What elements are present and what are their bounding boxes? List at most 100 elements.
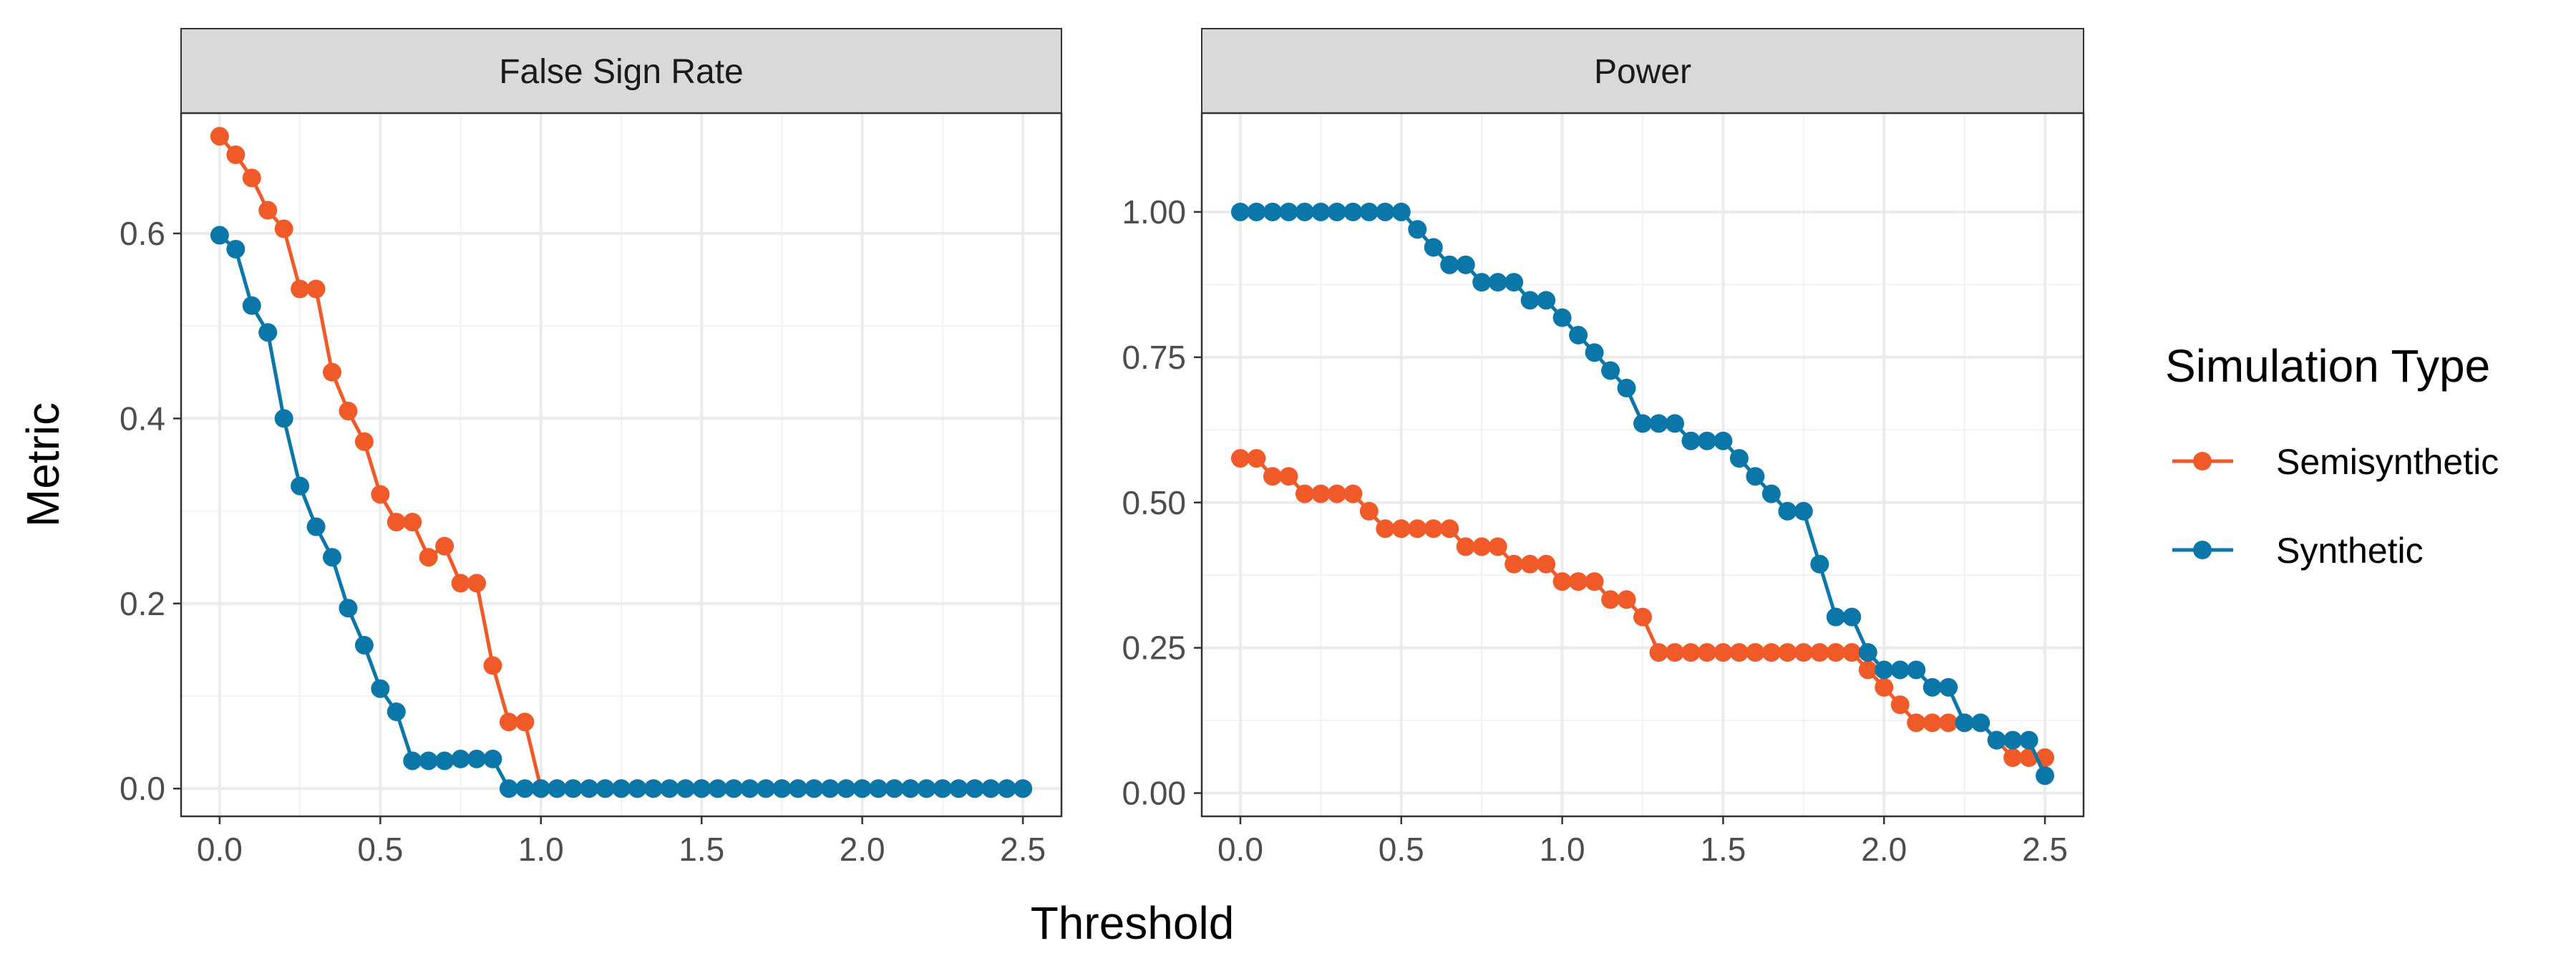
data-point-synthetic [339,599,358,618]
data-point-synthetic [1617,378,1636,397]
data-point-semisynthetic [339,402,358,421]
data-point-synthetic [354,635,374,655]
x-tick-label: 0.5 [357,831,403,868]
data-point-synthetic [1601,361,1620,380]
data-point-synthetic [1971,713,1991,733]
data-point-semisynthetic [210,127,229,146]
data-point-synthetic [1247,202,1266,221]
legend-label: Synthetic [2276,531,2424,571]
data-point-synthetic [676,779,695,798]
data-point-synthetic [933,779,952,798]
data-point-synthetic [1505,273,1524,292]
data-point-synthetic [1697,431,1716,450]
data-point-synthetic [1665,414,1684,433]
data-point-semisynthetic [1456,537,1475,556]
data-point-synthetic [740,779,759,798]
data-point-synthetic [1569,326,1588,345]
x-tick-label: 2.5 [2022,831,2068,868]
data-point-synthetic [1359,202,1379,221]
data-point-synthetic [997,779,1016,798]
data-point-synthetic [242,296,261,315]
data-point-synthetic [612,779,631,798]
legend: Simulation Type Semisynthetic Synthetic [2165,340,2499,571]
data-point-synthetic [708,779,727,798]
x-axis: 0.0 0.5 1.0 1.5 2.0 2.5 [1217,816,2068,868]
data-point-semisynthetic [1601,590,1620,609]
data-point-synthetic [1729,449,1749,468]
data-point-semisynthetic [258,201,278,220]
data-point-synthetic [1343,202,1363,221]
data-point-synthetic [1472,273,1492,292]
data-point-synthetic [1488,273,1507,292]
legend-label: Semisynthetic [2276,442,2499,482]
data-point-synthetic [1923,677,1942,697]
data-point-synthetic [210,226,229,245]
data-point-synthetic [419,751,438,771]
strip-label: False Sign Rate [499,53,744,91]
data-point-semisynthetic [1424,519,1443,538]
data-point-synthetic [451,749,470,768]
data-point-synthetic [1520,291,1540,310]
data-point-semisynthetic [1247,449,1266,468]
data-point-synthetic [692,779,711,798]
data-point-synthetic [596,779,615,798]
x-tick-label: 0.5 [1379,831,1424,868]
data-point-semisynthetic [1569,572,1588,591]
strip-header [1201,28,2084,114]
data-point-synthetic [435,751,455,771]
data-point-synthetic [1327,202,1346,221]
x-tick-label: 1.0 [1540,831,1585,868]
data-point-synthetic [306,517,326,536]
data-point-semisynthetic [1343,484,1363,503]
legend-key-point [2193,452,2212,470]
x-tick-label: 2.5 [1000,831,1046,868]
data-point-semisynthetic [322,362,341,382]
data-point-synthetic [757,779,776,798]
data-point-semisynthetic [1633,607,1652,627]
data-point-semisynthetic [242,168,261,188]
data-point-synthetic [1014,779,1033,798]
y-axis: 0.0 0.2 0.4 0.6 [120,215,181,807]
data-point-semisynthetic [1810,643,1829,662]
data-point-synthetic [1746,467,1765,486]
data-point-semisynthetic [1617,590,1636,609]
data-point-semisynthetic [435,536,455,556]
data-point-synthetic [788,779,807,798]
data-point-synthetic [981,779,1001,798]
legend-title: Simulation Type [2165,340,2490,392]
data-point-synthetic [2003,730,2023,750]
data-point-semisynthetic [2003,748,2023,768]
data-point-synthetic [499,779,518,798]
strip-header [180,28,1062,114]
data-point-semisynthetic [1537,554,1556,574]
y-tick-label: 0.6 [120,215,165,252]
data-point-semisynthetic [1778,643,1797,662]
data-point-semisynthetic [1520,554,1540,574]
data-point-synthetic [2036,766,2055,786]
data-point-semisynthetic [451,574,470,593]
data-point-semisynthetic [515,713,535,732]
y-axis: 0.00 0.25 0.50 0.75 1.00 [1122,193,1202,812]
data-point-semisynthetic [291,279,310,299]
data-point-synthetic [1761,484,1781,503]
legend-item-synthetic: Synthetic [2172,531,2424,571]
y-axis-title: Metric [17,402,69,527]
x-tick-label: 1.0 [518,831,564,868]
data-point-synthetic [515,779,535,798]
data-point-semisynthetic [1585,572,1604,591]
data-point-synthetic [1875,660,1894,680]
data-point-synthetic [1907,660,1926,680]
data-point-synthetic [1987,730,2006,750]
data-point-semisynthetic [306,279,326,299]
data-point-synthetic [965,779,984,798]
data-point-synthetic [1311,202,1331,221]
data-point-semisynthetic [1681,643,1701,662]
data-point-synthetic [949,779,968,798]
legend-items: Semisynthetic Synthetic [2172,442,2499,571]
data-point-semisynthetic [1875,677,1894,697]
data-point-synthetic [1376,202,1395,221]
series-synthetic [1230,202,2055,786]
data-point-semisynthetic [274,219,293,238]
data-point-semisynthetic [483,656,502,675]
data-point-synthetic [1939,677,1958,697]
